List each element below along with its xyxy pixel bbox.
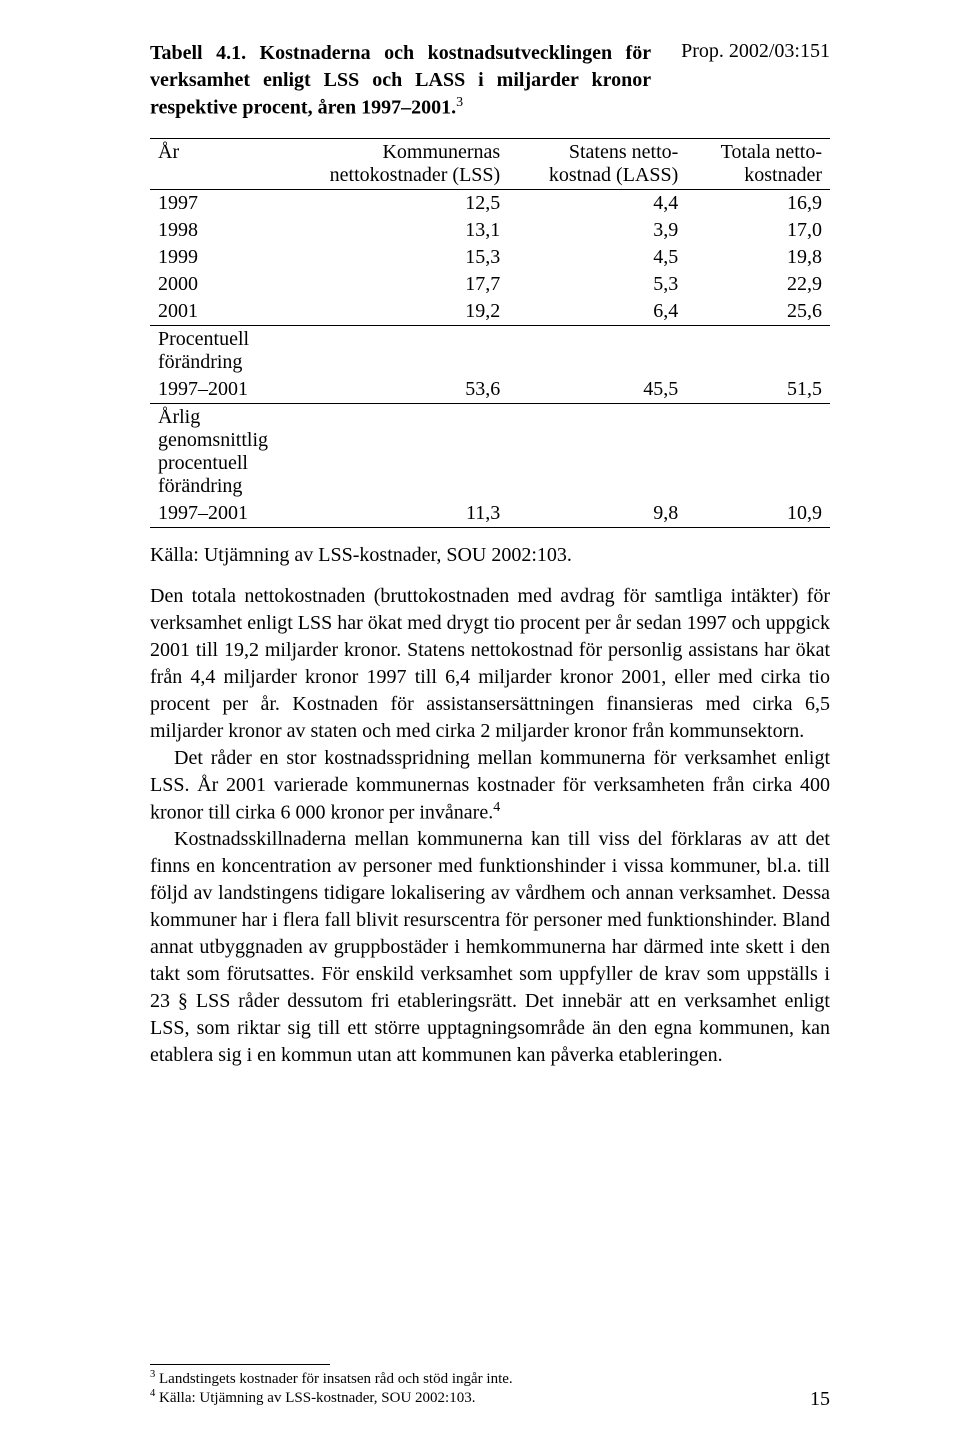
- table-caption: Tabell 4.1. Kostnaderna och kostnadsutve…: [150, 40, 651, 122]
- table-row: 2001 19,2 6,4 25,6: [150, 298, 830, 326]
- table-row: 1997–2001 11,3 9,8 10,9: [150, 500, 830, 528]
- cell-value: 51,5: [686, 376, 830, 404]
- cell-value: 11,3: [280, 500, 508, 528]
- col-header-year: År: [150, 138, 280, 189]
- label-line: förändring: [158, 351, 242, 373]
- label-line: Årlig: [158, 406, 200, 428]
- cell-value: 4,4: [508, 189, 686, 217]
- label-line: procentuell: [158, 452, 248, 474]
- col-header-line: nettokostnader (LSS): [330, 164, 501, 186]
- cell-value: 10,9: [686, 500, 830, 528]
- cell-value: 22,9: [686, 271, 830, 298]
- table-row: 2000 17,7 5,3 22,9: [150, 271, 830, 298]
- page: Tabell 4.1. Kostnaderna och kostnadsutve…: [0, 0, 960, 1451]
- cell-value: 4,5: [508, 244, 686, 271]
- table-row: 1997 12,5 4,4 16,9: [150, 189, 830, 217]
- cell-range: 1997–2001: [150, 500, 280, 528]
- footnote-text-wrap: 4 Källa: Utjämning av LSS-kostnader, SOU…: [150, 1388, 475, 1411]
- cell-year: 1997: [150, 189, 280, 217]
- paragraph: Det råder en stor kostnadsspridning mell…: [150, 745, 830, 827]
- source-line: Källa: Utjämning av LSS-kostnader, SOU 2…: [150, 544, 830, 567]
- label-line: genomsnittlig: [158, 429, 268, 451]
- cell-year: 1998: [150, 217, 280, 244]
- prop-reference: Prop. 2002/03:151: [671, 40, 830, 63]
- cell-value: 9,8: [508, 500, 686, 528]
- col-header-totala: Totala netto- kostnader: [686, 138, 830, 189]
- cell-value: 6,4: [508, 298, 686, 326]
- cell-year: 2001: [150, 298, 280, 326]
- section-label: Procentuell förändring: [150, 325, 830, 376]
- label-line: Procentuell: [158, 328, 249, 350]
- body-text: Den totala nettokostnaden (bruttokostnad…: [150, 583, 830, 1070]
- cell-value: 17,7: [280, 271, 508, 298]
- label-line: förändring: [158, 475, 242, 497]
- footnote-number: 4: [150, 1388, 155, 1399]
- cell-value: 5,3: [508, 271, 686, 298]
- table-row: 1998 13,1 3,9 17,0: [150, 217, 830, 244]
- paragraph: Den totala nettokostnaden (bruttokostnad…: [150, 583, 830, 745]
- paragraph-text: Det råder en stor kostnadsspridning mell…: [150, 747, 830, 824]
- footnote-line: 3 Landstingets kostnader för insatsen rå…: [150, 1369, 830, 1388]
- section-label: Årlig genomsnittlig procentuell förändri…: [150, 403, 830, 500]
- col-header-line: kostnad (LASS): [549, 164, 678, 186]
- col-header-kommunernas: Kommunernas nettokostnader (LSS): [280, 138, 508, 189]
- cell-range: 1997–2001: [150, 376, 280, 404]
- page-number: 15: [810, 1388, 830, 1411]
- cell-year: 2000: [150, 271, 280, 298]
- section-label-row: Procentuell förändring: [150, 325, 830, 376]
- footnote-text: Landstingets kostnader för insatsen råd …: [159, 1371, 513, 1387]
- caption-footnote-ref: 3: [456, 95, 463, 110]
- footnote-text: Källa: Utjämning av LSS-kostnader, SOU 2…: [159, 1390, 475, 1406]
- footnote-number: 3: [150, 1369, 155, 1380]
- col-header-line: Kommunernas: [382, 141, 500, 163]
- title-row: Tabell 4.1. Kostnaderna och kostnadsutve…: [150, 40, 830, 122]
- cell-value: 17,0: [686, 217, 830, 244]
- footnote-line: 4 Källa: Utjämning av LSS-kostnader, SOU…: [150, 1388, 830, 1411]
- cell-value: 16,9: [686, 189, 830, 217]
- col-header-line: kostnader: [744, 164, 822, 186]
- cell-value: 53,6: [280, 376, 508, 404]
- cell-value: 19,2: [280, 298, 508, 326]
- cost-table: År Kommunernas nettokostnader (LSS) Stat…: [150, 138, 830, 528]
- cell-value: 15,3: [280, 244, 508, 271]
- footnote-ref: 4: [493, 800, 500, 815]
- col-header-line: Statens netto-: [569, 141, 678, 163]
- table-row: 1999 15,3 4,5 19,8: [150, 244, 830, 271]
- cell-value: 12,5: [280, 189, 508, 217]
- cell-value: 3,9: [508, 217, 686, 244]
- col-header-statens: Statens netto- kostnad (LASS): [508, 138, 686, 189]
- table-row: 1997–2001 53,6 45,5 51,5: [150, 376, 830, 404]
- table-caption-block: Tabell 4.1. Kostnaderna och kostnadsutve…: [150, 40, 671, 122]
- col-header-line: Totala netto-: [721, 141, 822, 163]
- cell-value: 45,5: [508, 376, 686, 404]
- cell-value: 13,1: [280, 217, 508, 244]
- cell-value: 19,8: [686, 244, 830, 271]
- section-label-row: Årlig genomsnittlig procentuell förändri…: [150, 403, 830, 500]
- table-header-row: År Kommunernas nettokostnader (LSS) Stat…: [150, 138, 830, 189]
- cell-year: 1999: [150, 244, 280, 271]
- caption-text: Tabell 4.1. Kostnaderna och kostnadsutve…: [150, 42, 651, 119]
- cell-value: 25,6: [686, 298, 830, 326]
- paragraph: Kostnadsskillnaderna mellan kommunerna k…: [150, 826, 830, 1069]
- footnote-rule: [150, 1364, 330, 1365]
- footnotes-block: 3 Landstingets kostnader för insatsen rå…: [150, 1364, 830, 1411]
